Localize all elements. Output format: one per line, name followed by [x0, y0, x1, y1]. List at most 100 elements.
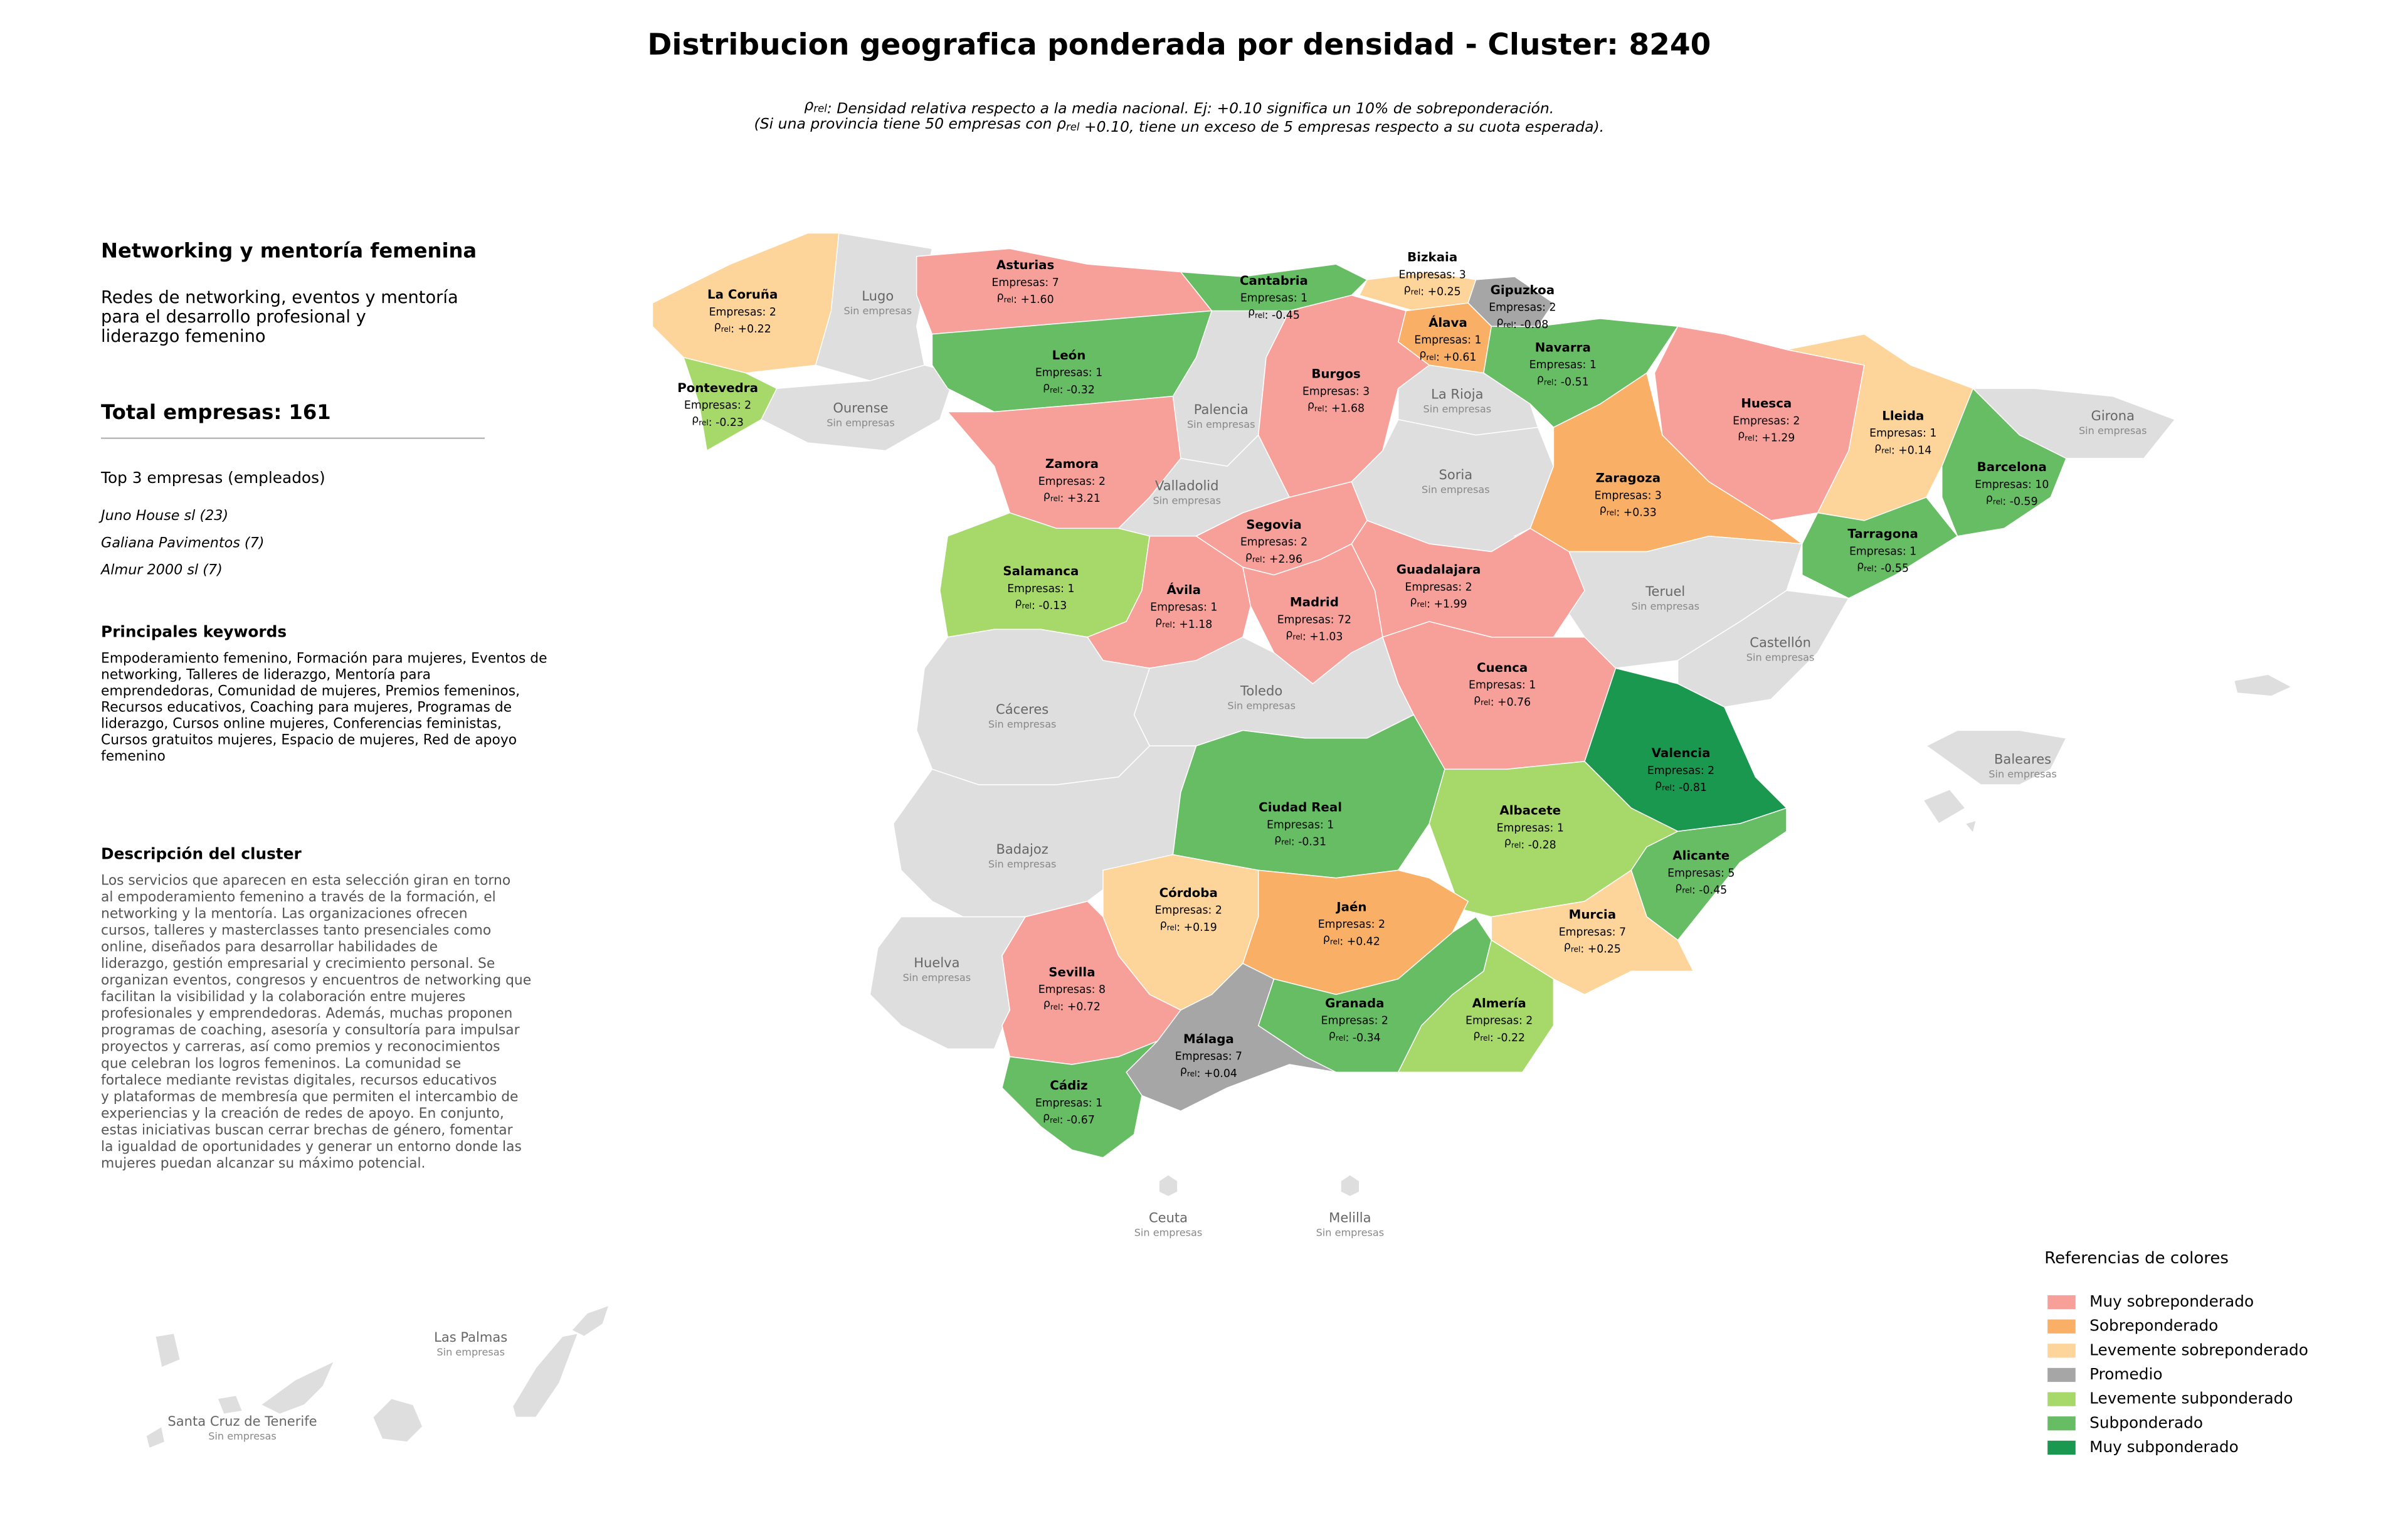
rho-value: +0.25 — [1428, 286, 1461, 299]
text-part: : — [1427, 598, 1434, 611]
province-status: Sin empresas — [436, 1346, 505, 1358]
text-part: ρ — [1857, 560, 1864, 572]
province-companies: Empresas: 2 — [1489, 302, 1556, 314]
rho-value: +1.68 — [1331, 403, 1365, 415]
subscript: rel — [721, 325, 731, 334]
province-status: Sin empresas — [1316, 1226, 1385, 1238]
subscript: rel — [813, 102, 827, 114]
subscript: rel — [1426, 353, 1436, 361]
province-rho: ρrel: -0.31 — [1274, 833, 1326, 849]
province-name: Ceuta — [1149, 1209, 1188, 1225]
province-rho: ρrel: -0.22 — [1473, 1029, 1525, 1044]
province-rho: ρrel: +1.68 — [1307, 400, 1365, 415]
text-part: : — [1032, 600, 1038, 612]
rho-value: -0.45 — [1699, 884, 1727, 897]
province-companies: Empresas: 2 — [709, 306, 776, 319]
province-companies: Empresas: 2 — [1465, 1015, 1533, 1027]
keywords-title: Principales keywords — [101, 622, 287, 640]
province-shape — [1257, 294, 1430, 498]
province-shape — [652, 232, 840, 374]
subscript: rel — [1022, 602, 1032, 610]
description-line: mujeres puedan alcanzar su máximo potenc… — [101, 1155, 425, 1171]
rho-value: +0.33 — [1624, 507, 1657, 519]
text-part: ρ — [1537, 373, 1544, 385]
rho-value: +1.03 — [1309, 631, 1343, 644]
text-part: : — [1672, 782, 1679, 794]
province-companies: Empresas: 1 — [1035, 1097, 1102, 1110]
province-companies: Empresas: 3 — [1302, 385, 1370, 398]
text-part: : — [1490, 1032, 1497, 1044]
province-name: Cádiz — [1050, 1078, 1087, 1093]
subscript: rel — [1544, 378, 1554, 386]
province-name: Lugo — [862, 288, 894, 304]
province-companies: Empresas: 1 — [1150, 602, 1217, 614]
description-line: online, diseñados para desarrollar habil… — [101, 940, 438, 955]
rho-value: +1.99 — [1434, 598, 1467, 611]
subscript: rel — [1167, 923, 1177, 931]
text-part: : — [1265, 309, 1272, 322]
text-part: : — [1616, 507, 1623, 519]
province-status: Sin empresas — [208, 1430, 277, 1442]
subscript: rel — [1187, 1069, 1197, 1078]
subscript: rel — [1411, 287, 1421, 296]
province-name: Badajoz — [996, 841, 1048, 857]
legend-swatch — [2047, 1392, 2076, 1406]
province-companies: Empresas: 3 — [1595, 489, 1662, 502]
province-name: Málaga — [1183, 1032, 1234, 1046]
province-shape — [1001, 1041, 1158, 1159]
province-rho: ρrel: -0.28 — [1504, 836, 1556, 852]
rho-value: -0.51 — [1561, 376, 1589, 388]
province-name: Navarra — [1535, 340, 1591, 354]
province-shape — [1630, 807, 1787, 941]
subscript: rel — [1330, 937, 1340, 946]
text-part: : — [1060, 492, 1067, 505]
description-title: Descripción del cluster — [101, 845, 302, 863]
subscript: rel — [1255, 310, 1265, 319]
rho-value: +0.04 — [1204, 1068, 1237, 1080]
province-shape — [372, 1398, 423, 1443]
province-rho: ρrel: -0.55 — [1857, 560, 1909, 575]
province-name: Asturias — [996, 258, 1054, 272]
province-rho: ρrel: +1.03 — [1286, 628, 1343, 644]
province-name: Toledo — [1240, 682, 1282, 698]
province-name: Soria — [1439, 467, 1473, 482]
province-name: Segovia — [1246, 517, 1302, 532]
rho-value: -0.55 — [1881, 563, 1909, 575]
province-companies: Empresas: 1 — [1469, 679, 1536, 692]
subscript: rel — [1745, 433, 1755, 442]
province-rho: ρrel: +0.61 — [1419, 348, 1476, 364]
text-part: ρ — [1274, 833, 1281, 846]
rho-value: -0.32 — [1067, 384, 1095, 396]
legend-label: Muy sobreponderado — [2089, 1292, 2254, 1310]
subscript: rel — [1662, 783, 1672, 792]
province-shape — [571, 1304, 610, 1337]
province-companies: Empresas: 1 — [1414, 334, 1481, 347]
province-shape — [1397, 939, 1555, 1073]
province-rho: ρrel: +1.29 — [1738, 429, 1795, 445]
text-part: : — [1060, 384, 1067, 396]
province-shape — [869, 916, 1027, 1049]
text-part: +0.10, tiene un exceso de 5 empresas res… — [1079, 118, 1604, 135]
rho-value: -0.23 — [716, 416, 744, 429]
province-name: Granada — [1325, 996, 1384, 1011]
keywords-line: liderazgo, Cursos online mujeres, Confer… — [101, 716, 502, 731]
province-name: Guadalajara — [1397, 563, 1481, 577]
rho-value: +0.25 — [1588, 943, 1621, 956]
map — [145, 232, 2293, 1449]
province-name: Valencia — [1652, 746, 1711, 760]
total: Total empresas: 161 — [101, 400, 331, 424]
cluster-summary: liderazgo femenino — [101, 327, 266, 346]
legend-label: Subponderado — [2089, 1413, 2203, 1431]
province-shape — [1802, 496, 1958, 599]
text-part: : — [1513, 319, 1520, 331]
text-part: ρ — [1496, 316, 1503, 328]
province-companies: Empresas: 2 — [1038, 475, 1106, 488]
province-name: Cuenca — [1477, 661, 1528, 675]
province-rho: ρrel: +0.33 — [1600, 504, 1657, 519]
province-name: Gipuzkoa — [1491, 283, 1555, 297]
province-shape — [1158, 1174, 1178, 1197]
text-part: : — [1580, 943, 1587, 956]
rho-value: -0.13 — [1038, 600, 1067, 612]
province-name: Cantabria — [1240, 273, 1308, 288]
